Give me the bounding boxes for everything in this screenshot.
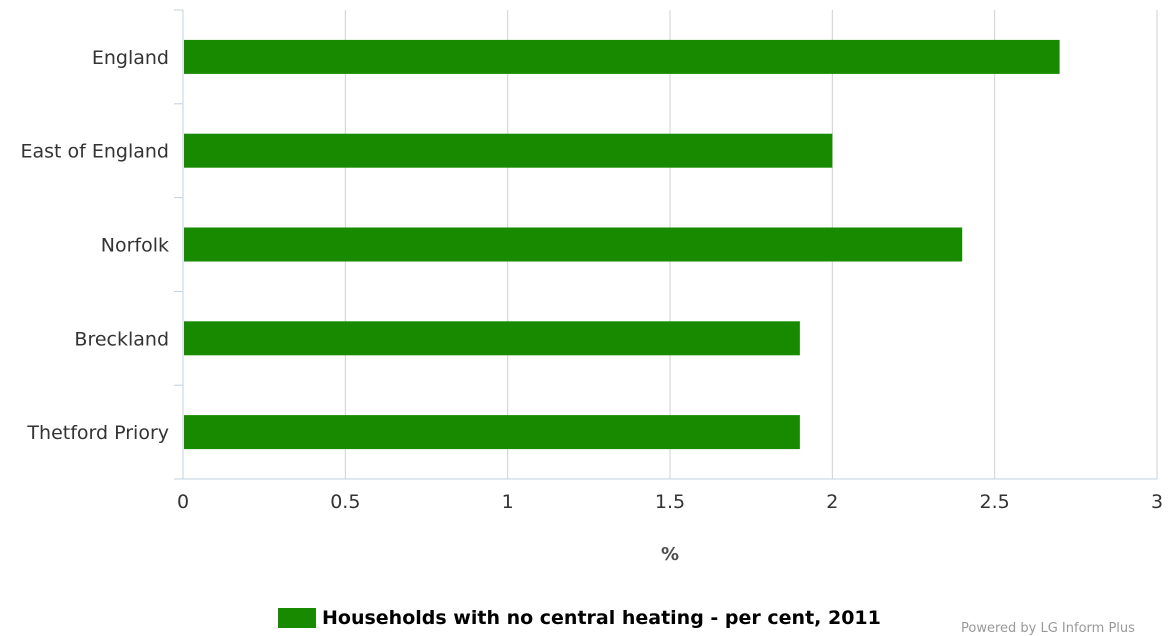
x-tick-label: 0.5 (330, 491, 360, 513)
x-tick-label: 0 (177, 491, 189, 513)
x-tick-label: 1.5 (655, 491, 685, 513)
bar[interactable] (184, 415, 800, 450)
bar-chart: 0 0.5 1 1.5 2 2.5 3 England East of England Norf… (20, 9, 1163, 565)
legend-label: Households with no central heating - per… (322, 607, 881, 629)
credit-text[interactable]: Powered by LG Inform Plus (961, 621, 1135, 636)
bar[interactable] (184, 227, 963, 262)
x-tick-label: 3 (1151, 491, 1163, 513)
bar[interactable] (184, 321, 800, 356)
bars (184, 39, 1060, 450)
x-tick-label: 1 (502, 491, 514, 513)
x-axis-title: % (661, 544, 679, 565)
bar[interactable] (184, 39, 1060, 74)
axes (174, 9, 1157, 480)
bar[interactable] (184, 133, 833, 168)
category-label: England (92, 47, 169, 69)
category-label: Breckland (74, 328, 169, 350)
x-tick-labels: 0 0.5 1 1.5 2 2.5 3 (177, 491, 1163, 513)
legend[interactable]: Households with no central heating - per… (278, 606, 881, 630)
category-label: Thetford Priory (26, 422, 169, 444)
legend-swatch (278, 608, 316, 628)
category-label: Norfolk (101, 235, 169, 257)
x-tick-label: 2 (826, 491, 838, 513)
category-label: East of England (20, 141, 169, 163)
category-labels: England East of England Norfolk Breckland Th… (20, 47, 169, 444)
x-tick-label: 2.5 (980, 491, 1010, 513)
